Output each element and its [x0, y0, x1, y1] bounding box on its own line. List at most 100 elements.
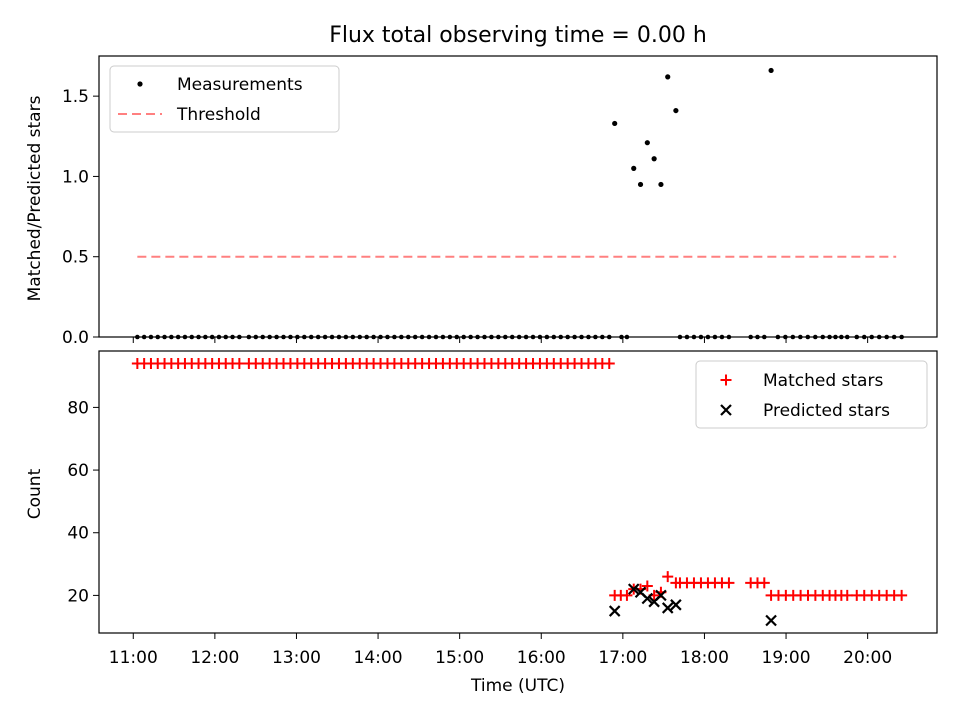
- matched-star-point: [896, 589, 908, 601]
- measurement-point: [502, 334, 508, 340]
- legend-matched-marker: [720, 374, 732, 386]
- measurement-point: [644, 140, 650, 146]
- measurement-point: [537, 334, 543, 340]
- measurement-point: [748, 334, 753, 340]
- measurement-point: [579, 334, 584, 340]
- x-axis-label: Time (UTC): [470, 676, 565, 696]
- ratio-panel: 0.0 0.5 1.0 1.5 Matched/Predicted stars Measu…: [25, 55, 938, 348]
- measurement-point: [223, 334, 229, 340]
- measurement-point: [482, 334, 487, 340]
- matched-star-point: [621, 589, 633, 601]
- measurement-point: [854, 334, 860, 340]
- matched-star-point: [841, 589, 853, 601]
- predicted-star-point: [608, 605, 621, 617]
- measurement-point: [141, 334, 147, 340]
- legend-label: Threshold: [176, 105, 261, 125]
- measurement-point: [712, 334, 718, 340]
- y-tick-label: 80: [67, 398, 89, 418]
- measurement-point: [876, 334, 882, 340]
- matched-star-point: [641, 580, 653, 592]
- predicted-star-point: [627, 583, 640, 595]
- measurement-point: [295, 334, 300, 340]
- legend-box: [109, 65, 340, 133]
- measurement-point: [812, 334, 818, 340]
- measurement-point: [343, 334, 349, 340]
- y-tick-label: 0.0: [62, 328, 89, 348]
- measurement-point: [651, 156, 657, 162]
- y-tick-label: 40: [67, 524, 89, 544]
- measurement-point: [509, 334, 515, 340]
- predicted-star-point: [661, 602, 674, 614]
- measurement-point: [783, 334, 788, 340]
- measurement-point: [475, 334, 480, 340]
- measurement-point: [461, 334, 467, 340]
- x-tick-label: 19:00: [762, 648, 811, 668]
- measurement-point: [230, 334, 235, 340]
- y-tick-label: 0.5: [62, 248, 89, 268]
- chart-title: Flux total observing time = 0.00 h: [329, 23, 707, 48]
- measurement-point: [209, 334, 215, 340]
- measurement-point: [350, 334, 356, 340]
- legend-label: Matched stars: [763, 371, 883, 391]
- measurement-point: [565, 334, 570, 340]
- measurement-point: [315, 334, 321, 340]
- measurement-point: [523, 334, 529, 340]
- x-tick-label: 13:00: [272, 648, 321, 668]
- measurement-point: [468, 334, 473, 340]
- y-tick-label: 20: [67, 586, 89, 606]
- measurement-point: [516, 334, 522, 340]
- measurement-point: [267, 334, 272, 340]
- measurement-point: [820, 334, 826, 340]
- measurement-point: [790, 334, 796, 340]
- predicted-star-point: [641, 592, 654, 605]
- measurement-point: [637, 181, 644, 188]
- ratio-legend: Measurements Threshold: [109, 65, 340, 133]
- measurement-point: [684, 334, 690, 340]
- predicted-star-point: [765, 614, 777, 627]
- measurement-point: [658, 181, 664, 188]
- measurement-point: [175, 334, 181, 340]
- measurement-point: [447, 334, 453, 340]
- measurement-point: [260, 334, 266, 340]
- measurement-point: [405, 334, 411, 340]
- legend-box: [695, 360, 928, 429]
- x-tick-label: 18:00: [680, 648, 729, 668]
- measurement-point: [135, 334, 140, 340]
- measurement-point: [593, 334, 598, 340]
- measurement-point: [530, 334, 536, 340]
- measurement-point: [281, 334, 286, 340]
- measurement-point: [196, 334, 201, 340]
- measurement-point: [891, 334, 897, 340]
- x-tick-label: 20:00: [843, 648, 892, 668]
- measurement-point: [148, 334, 154, 340]
- measurement-point: [768, 67, 774, 74]
- matched-star-point: [723, 577, 735, 589]
- x-tick-label: 14:00: [354, 648, 403, 668]
- measurement-point: [673, 107, 679, 114]
- measurement-point: [489, 334, 494, 340]
- measurement-point: [385, 334, 390, 340]
- measurement-point: [169, 334, 174, 340]
- measurement-point: [677, 334, 683, 340]
- measurement-point: [203, 334, 208, 340]
- count-panel: 20 40 60 80 11:00 12:00 13:00 14:00 15:00 16:00 17…: [25, 350, 938, 696]
- legend-predicted-marker: [720, 404, 732, 416]
- matched-star-point: [603, 358, 615, 370]
- measurement-point: [586, 334, 591, 340]
- y-tick-label: 60: [67, 461, 89, 481]
- measurement-point: [572, 334, 577, 340]
- measurement-point: [691, 334, 697, 340]
- legend-label: Predicted stars: [763, 401, 890, 421]
- x-tick-label: 12:00: [190, 648, 239, 668]
- measurement-point: [288, 334, 293, 340]
- y-axis-label: Matched/Predicted stars: [25, 95, 45, 301]
- matched-star-point: [758, 577, 770, 589]
- measurement-point: [861, 334, 867, 340]
- measurement-point: [612, 120, 618, 127]
- measurement-point: [755, 334, 760, 340]
- measurement-point: [433, 334, 439, 340]
- measurement-point: [705, 334, 711, 340]
- measurement-point: [189, 334, 195, 340]
- measurement-point: [399, 334, 404, 340]
